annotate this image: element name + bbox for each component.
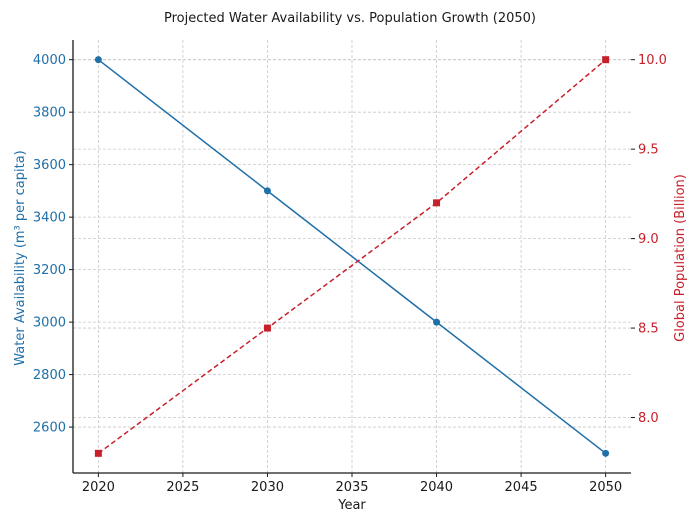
water-availability-line (97, 59, 607, 454)
x-tick-label: 2035 (335, 480, 368, 495)
water-availability-point (602, 449, 610, 457)
axes-layer: 2020 2025 2030 2035 2040 2045 2050 2600 2800 3000… (33, 40, 667, 495)
global-population-point (94, 449, 102, 457)
x-tick-label: 2045 (505, 480, 538, 495)
y-left-tick-label: 4000 (33, 53, 66, 68)
x-tick-label: 2050 (589, 480, 622, 495)
y-right-tick-label: 9.0 (638, 232, 659, 247)
y-left-tick-label: 3200 (33, 263, 66, 278)
y-axis-left-label: Water Availability (m³ per capita) (13, 150, 28, 365)
y-right-tick-label: 8.5 (638, 322, 659, 337)
series-layer (94, 56, 610, 457)
x-axis-label: Year (337, 498, 366, 513)
x-tick-label: 2040 (420, 480, 453, 495)
global-population-point (263, 324, 271, 332)
global-population-point (433, 199, 441, 207)
global-population-line (97, 59, 607, 454)
y-axis-right-label: Global Population (Billion) (673, 174, 688, 342)
y-left-tick-label: 2600 (33, 421, 66, 436)
water-availability-point (263, 187, 271, 195)
y-left-tick-label: 3000 (33, 316, 66, 331)
x-tick-label: 2030 (251, 480, 284, 495)
water-availability-point (433, 318, 441, 326)
x-tick-label: 2025 (166, 480, 199, 495)
y-left-tick-label: 3800 (33, 106, 66, 121)
water-availability-point (94, 56, 102, 64)
y-right-tick-label: 9.5 (638, 143, 659, 158)
global-population-point (602, 56, 610, 64)
y-left-tick-label: 2800 (33, 368, 66, 383)
y-right-tick-label: 10.0 (638, 53, 667, 68)
y-left-tick-label: 3600 (33, 158, 66, 173)
chart-title: Projected Water Availability vs. Populat… (164, 11, 536, 26)
x-tick-label: 2020 (82, 480, 115, 495)
y-right-tick-label: 8.0 (638, 411, 659, 426)
y-left-tick-label: 3400 (33, 211, 66, 226)
